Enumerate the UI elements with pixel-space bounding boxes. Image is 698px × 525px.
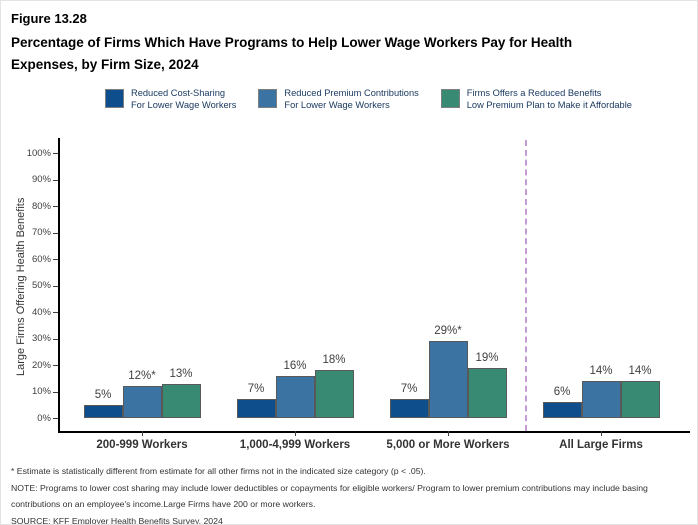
y-axis-tick-label: 10% [31,386,51,397]
footnote-source: SOURCE: KFF Employer Health Benefits Sur… [11,515,223,525]
bar-1-1 [275,375,315,418]
y-axis-tick-label: 50% [31,280,51,291]
bar-1-2 [428,341,468,418]
y-axis-tick-label: 100% [26,147,51,159]
x-axis-tick [601,431,602,436]
legend-swatch-icon [440,89,460,108]
bar-0-1 [236,399,276,418]
y-axis-tick [53,365,58,366]
bar-1-0 [122,386,162,418]
bar-value-label: 6% [553,386,571,399]
x-axis-tick [448,431,449,436]
legend-label: Reduced Premium Contributions For Lower W… [284,88,419,110]
bar-value-label: 14% [628,364,652,377]
y-axis-tick [53,153,58,154]
y-axis-tick-label: 20% [31,359,51,371]
y-axis-tick [53,206,58,207]
x-axis-category-label: 1,000-4,999 Workers [239,439,351,451]
bar-0-3 [542,402,582,418]
footnote-note: NOTE: Programs to lower cost sharing may… [11,482,648,510]
legend-item-2: Firms Offers a Reduced Benefits Low Premi… [440,88,632,111]
category-separator-line [525,140,527,431]
y-axis-tick-label: 0% [37,412,51,424]
y-axis-tick-label: 90% [31,174,51,185]
y-axis-title: Large Firms Offering Health Benefits [15,197,27,376]
y-axis-tick [53,338,58,340]
footnotes: * Estimate is statistically different fr… [11,463,689,525]
legend-swatch-icon [105,89,124,108]
y-axis-tick-label: 70% [31,227,51,238]
bar-0-2 [389,399,429,418]
legend-item-1: Reduced Premium Contributions For Lower W… [258,88,419,111]
y-axis-tick-label: 40% [31,306,51,318]
bar-value-label: 7% [400,383,418,396]
bar-value-label: 29%* [434,325,462,338]
footnote-asterisk: * Estimate is statistically different fr… [11,466,426,476]
legend-label: Reduced Cost-Sharing For Lower Wage Worke… [131,88,237,110]
y-axis-tick-label: 30% [31,333,51,344]
bar-value-label: 18% [322,354,346,367]
x-axis-category-label: 200-999 Workers [96,439,188,451]
y-axis-tick [53,259,58,260]
chart-legend: Reduced Cost-Sharing For Lower Wage Worke… [105,88,632,111]
bar-1-3 [581,380,621,418]
legend-label: Firms Offers a Reduced Benefits Low Premi… [466,88,632,110]
x-axis-category-label: All Large Firms [559,439,643,451]
bar-2-1 [314,370,354,418]
legend-swatch-icon [258,89,278,108]
bar-value-label: 5% [94,388,112,401]
bar-value-label: 19% [475,351,499,364]
figure-number-label: Figure 13.28 [11,11,87,26]
bar-value-label: 13% [169,367,193,380]
bar-value-label: 16% [283,359,307,372]
x-axis-tick [142,431,143,436]
y-axis-tick [53,285,58,287]
x-axis-line [58,431,690,433]
y-axis-tick-label: 80% [31,200,51,212]
legend-item-0: Reduced Cost-Sharing For Lower Wage Worke… [105,88,236,111]
x-axis-category-label: 5,000 or More Workers [386,439,510,451]
y-axis-tick [53,232,58,234]
y-axis-tick [53,179,58,181]
y-axis-tick [53,418,58,419]
bar-2-3 [620,380,660,418]
y-axis-tick [53,391,58,393]
bar-value-label: 7% [247,383,265,396]
bar-value-label: 14% [589,364,613,377]
bar-value-label: 12%* [128,370,156,383]
y-axis-tick-label: 60% [31,253,51,265]
bar-2-2 [467,367,507,418]
bar-2-0 [161,383,201,418]
bar-0-0 [83,404,123,418]
x-axis-tick [295,431,296,436]
y-axis-tick [53,312,58,313]
y-axis-line [58,138,60,431]
chart-title: Percentage of Firms Which Have Programs … [11,35,573,72]
